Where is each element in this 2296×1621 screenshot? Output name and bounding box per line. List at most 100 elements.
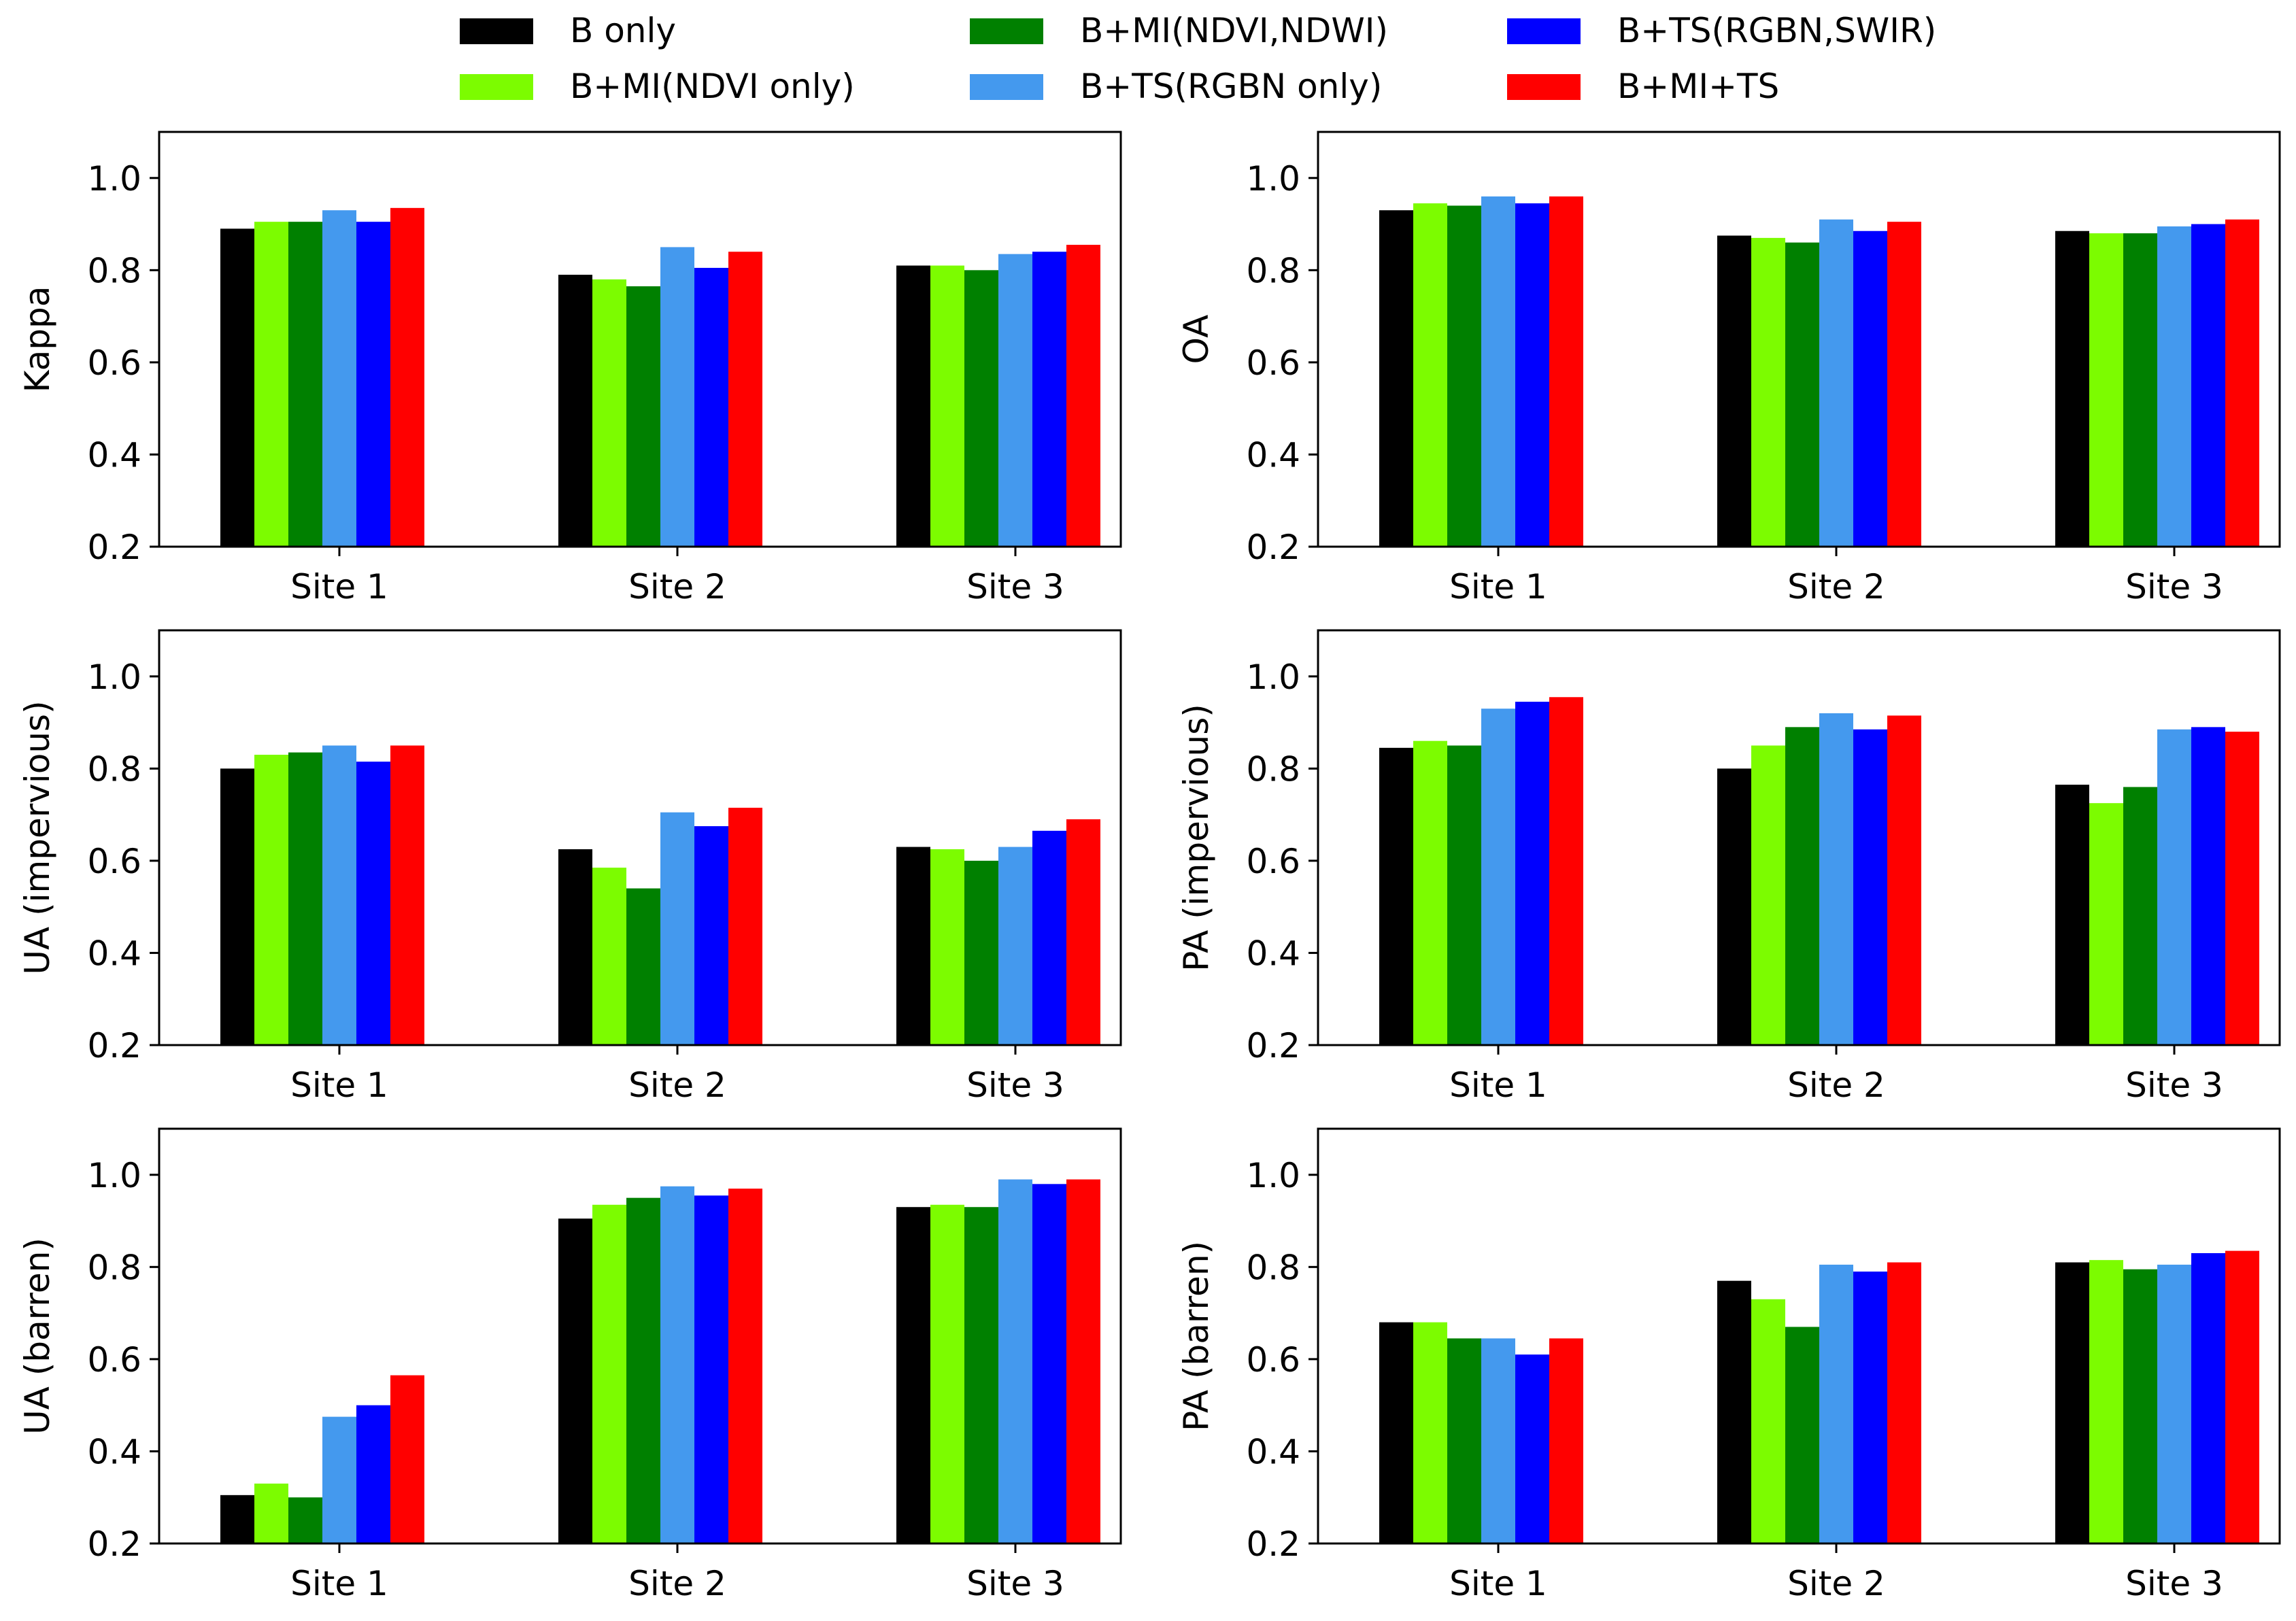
- bar-b-ts-rgbn-swir-site-3: [1032, 252, 1066, 547]
- bar-b-only-site-1: [1379, 210, 1413, 547]
- x-tick-label: Site 3: [966, 1564, 1064, 1603]
- bar-b-ts-rgbn-swir-site-3: [1032, 1184, 1066, 1543]
- legend-swatch: [1507, 18, 1581, 44]
- y-tick-label: 1.0: [87, 1156, 141, 1195]
- x-tick-label: Site 3: [966, 1065, 1064, 1105]
- bar-b-mi-ndvi-only-site-2: [1751, 1299, 1785, 1543]
- bar-b-only-site-1: [220, 768, 254, 1045]
- bar-b-mi-ndvi-only-site-1: [1413, 740, 1447, 1045]
- legend-item-b-mi-ndvi-ndwi: B+MI(NDVI,NDWI): [970, 11, 1388, 50]
- bar-b-mi-ndvi-only-site-1: [1413, 1322, 1447, 1543]
- bar-b-only-site-3: [896, 265, 930, 547]
- x-tick-label: Site 1: [1449, 567, 1547, 607]
- bar-b-ts-rgbn-swir-site-3: [2191, 224, 2225, 547]
- y-tick-label: 0.8: [87, 749, 141, 789]
- bar-b-mi-ts-site-3: [1066, 245, 1100, 547]
- x-tick-label: Site 2: [1787, 1065, 1885, 1105]
- y-tick-label: 1.0: [1246, 658, 1300, 697]
- bar-b-mi-ndvi-ndwi-site-3: [964, 1207, 998, 1543]
- bar-b-only-site-1: [220, 1495, 254, 1543]
- bar-b-ts-rgbn-only-site-3: [2157, 729, 2191, 1045]
- panel-pa-impervious: 0.2 0.4 0.6 0.8 1.0 Site 1 Site 2 Site 3 PA (imp…: [1177, 629, 2281, 1105]
- legend-item-b-ts-rgbn-swir: B+TS(RGBN,SWIR): [1507, 11, 1936, 50]
- x-tick-label: Site 2: [628, 1065, 726, 1105]
- bar-b-only-site-3: [2055, 785, 2089, 1045]
- x-tick-label: Site 3: [2125, 1564, 2223, 1603]
- y-tick-label: 0.4: [87, 435, 141, 475]
- y-tick-label: 0.8: [1246, 1248, 1300, 1287]
- bar-b-mi-ndvi-only-site-2: [1751, 237, 1785, 547]
- x-tick-label: Site 1: [1449, 1564, 1547, 1603]
- bar-b-ts-rgbn-swir-site-2: [694, 1195, 728, 1543]
- bar-b-mi-ndvi-ndwi-site-1: [288, 222, 322, 547]
- bar-b-mi-ts-site-2: [728, 252, 762, 547]
- bar-b-mi-ts-site-1: [1549, 196, 1583, 547]
- y-tick-label: 1.0: [87, 159, 141, 199]
- legend-swatch: [460, 74, 533, 100]
- x-tick-label: Site 3: [2125, 1065, 2223, 1105]
- bar-b-mi-ts-site-1: [1549, 697, 1583, 1045]
- bar-b-ts-rgbn-only-site-2: [1819, 1264, 1853, 1543]
- bar-b-ts-rgbn-swir-site-2: [694, 826, 728, 1045]
- bar-b-ts-rgbn-only-site-1: [1481, 1338, 1515, 1543]
- bar-b-ts-rgbn-only-site-1: [1481, 196, 1515, 547]
- bar-b-mi-ndvi-only-site-2: [1751, 745, 1785, 1045]
- x-tick-label: Site 2: [1787, 567, 1885, 607]
- panel-kappa: 0.2 0.4 0.6 0.8 1.0 Site 1 Site 2 Site 3 Kappa: [18, 131, 1122, 607]
- bar-b-ts-rgbn-only-site-1: [1481, 709, 1515, 1045]
- y-axis-label: Kappa: [18, 286, 57, 393]
- y-tick-label: 0.2: [87, 528, 141, 567]
- bar-b-mi-ndvi-ndwi-site-2: [1785, 1327, 1819, 1543]
- bar-b-only-site-2: [558, 275, 592, 547]
- y-tick-label: 1.0: [1246, 159, 1300, 199]
- y-tick-label: 0.2: [87, 1524, 141, 1564]
- bar-b-only-site-2: [1717, 235, 1751, 547]
- bar-b-only-site-1: [220, 228, 254, 547]
- bar-b-mi-ndvi-ndwi-site-3: [964, 860, 998, 1045]
- bar-b-mi-ndvi-only-site-2: [592, 868, 626, 1045]
- y-tick-label: 0.8: [1246, 251, 1300, 290]
- bar-b-ts-rgbn-only-site-3: [2157, 1264, 2191, 1543]
- bar-b-mi-ndvi-ndwi-site-1: [288, 1497, 322, 1543]
- legend-label: B+TS(RGBN only): [1080, 67, 1382, 106]
- bar-b-mi-ts-site-1: [390, 1375, 424, 1543]
- legend-item-b-ts-rgbn-only: B+TS(RGBN only): [970, 67, 1382, 106]
- legend-swatch: [970, 18, 1043, 44]
- bar-b-only-site-1: [1379, 1322, 1413, 1543]
- y-tick-label: 0.4: [1246, 1432, 1300, 1471]
- axes-frame: [158, 1127, 1122, 1545]
- chart-panels: 0.2 0.4 0.6 0.8 1.0 Site 1 Site 2 Site 3 Kappa 0.…: [18, 131, 2281, 1603]
- x-tick-label: Site 1: [1449, 1065, 1547, 1105]
- legend-label: B+MI+TS: [1617, 67, 1779, 106]
- legend-swatch: [1507, 74, 1581, 100]
- axes-frame: [158, 131, 1122, 548]
- bar-b-mi-ndvi-only-site-1: [1413, 203, 1447, 547]
- x-tick-label: Site 2: [628, 1564, 726, 1603]
- bar-b-mi-ts-site-3: [1066, 819, 1100, 1045]
- y-tick-label: 0.6: [1246, 1340, 1300, 1380]
- legend: B only B+MI(NDVI only) B+MI(NDVI,NDWI) B+TS…: [460, 11, 1936, 106]
- x-tick-label: Site 2: [628, 567, 726, 607]
- y-tick-label: 0.6: [87, 343, 141, 383]
- bar-b-mi-ndvi-only-site-3: [2089, 803, 2123, 1045]
- panel-ua-impervious: 0.2 0.4 0.6 0.8 1.0 Site 1 Site 2 Site 3 UA (imp…: [18, 629, 1122, 1105]
- bar-b-mi-ts-site-2: [1887, 1262, 1921, 1543]
- bar-b-mi-ndvi-only-site-1: [254, 755, 288, 1045]
- bar-b-mi-ndvi-only-site-2: [592, 279, 626, 547]
- y-tick-label: 0.6: [87, 1340, 141, 1380]
- bar-b-mi-ts-site-1: [390, 745, 424, 1045]
- bar-b-ts-rgbn-swir-site-3: [1032, 830, 1066, 1045]
- bar-b-ts-rgbn-only-site-2: [1819, 713, 1853, 1045]
- x-tick-label: Site 1: [290, 567, 388, 607]
- bar-b-ts-rgbn-only-site-2: [660, 1186, 694, 1543]
- bar-b-only-site-3: [2055, 231, 2089, 547]
- bar-b-mi-ts-site-2: [728, 807, 762, 1045]
- bar-b-ts-rgbn-swir-site-1: [356, 1405, 390, 1543]
- bar-b-mi-ndvi-ndwi-site-2: [1785, 727, 1819, 1045]
- y-axis-label: UA (impervious): [18, 700, 57, 974]
- bar-b-mi-ts-site-2: [1887, 715, 1921, 1045]
- axes-frame: [1317, 131, 2281, 548]
- bar-b-mi-ndvi-only-site-3: [930, 265, 964, 547]
- y-tick-label: 0.2: [1246, 1026, 1300, 1065]
- bar-b-mi-ndvi-ndwi-site-2: [1785, 242, 1819, 547]
